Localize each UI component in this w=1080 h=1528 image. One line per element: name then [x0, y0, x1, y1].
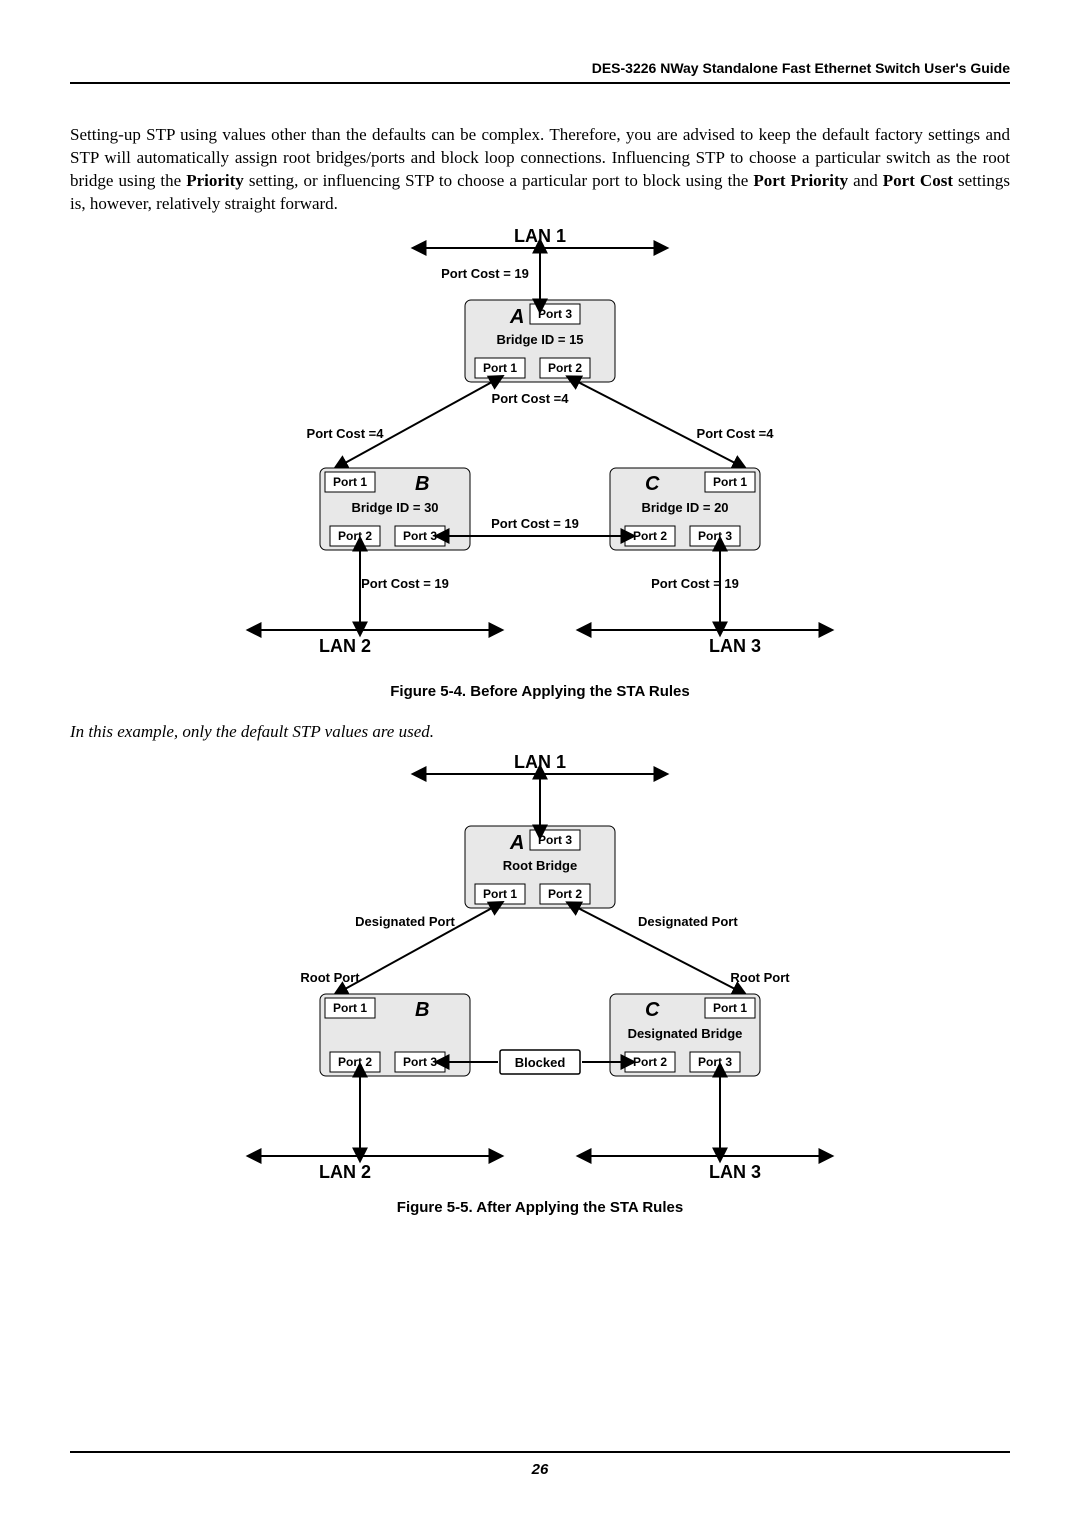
figure-5-5-svg: LAN 1 A Port 3 Root Bridge Port 1 Port 2… [230, 754, 850, 1184]
page: DES-3226 NWay Standalone Fast Ethernet S… [0, 0, 1080, 1528]
fig2-lan2: LAN 2 [319, 1162, 371, 1182]
fig1-C-p1: Port 1 [713, 475, 747, 489]
fig1-cost19-bl: Port Cost = 19 [361, 576, 449, 591]
page-number: 26 [70, 1461, 1010, 1478]
fig1-B-p3: Port 3 [403, 529, 437, 543]
fig2-A-p2: Port 2 [548, 887, 582, 901]
fig1-C-p2: Port 2 [633, 529, 667, 543]
figure-5-4-svg: LAN 1 A Port 3 Bridge ID = 15 Port 1 Por… [230, 228, 850, 668]
header-title: DES-3226 NWay Standalone Fast Ethernet S… [70, 60, 1010, 76]
fig1-A-p3: Port 3 [538, 307, 572, 321]
fig2-A-p1: Port 1 [483, 887, 517, 901]
fig1-A-sub: Bridge ID = 15 [496, 332, 583, 347]
fig2-desport-right: Designated Port [638, 914, 738, 929]
fig2-C-sub: Designated Bridge [628, 1026, 743, 1041]
fig1-lan2: LAN 2 [319, 636, 371, 656]
fig2-B-p1: Port 1 [333, 1001, 367, 1015]
fig1-B-letter: B [415, 473, 429, 495]
fig1-cost19-top: Port Cost = 19 [441, 266, 529, 281]
para-text-2: setting, or influencing STP to choose a … [244, 171, 754, 190]
bold-port-priority: Port Priority [753, 171, 848, 190]
fig1-lan3: LAN 3 [709, 636, 761, 656]
fig2-A-p3: Port 3 [538, 833, 572, 847]
figure-5-4: LAN 1 A Port 3 Bridge ID = 15 Port 1 Por… [70, 228, 1010, 673]
fig2-blocked: Blocked [515, 1055, 566, 1070]
para-text-3: and [848, 171, 883, 190]
fig1-cost4-left: Port Cost =4 [307, 426, 385, 441]
fig2-lan3: LAN 3 [709, 1162, 761, 1182]
fig1-C-sub: Bridge ID = 20 [641, 500, 728, 515]
fig1-cost4-mid: Port Cost =4 [492, 391, 570, 406]
fig2-A-sub: Root Bridge [503, 858, 577, 873]
fig2-C-p1: Port 1 [713, 1001, 747, 1015]
fig1-cost4-right: Port Cost =4 [697, 426, 775, 441]
fig1-C-p3: Port 3 [698, 529, 732, 543]
fig1-A-letter: A [509, 306, 524, 328]
fig2-lan1: LAN 1 [514, 754, 566, 772]
fig1-lan1: LAN 1 [514, 228, 566, 246]
bold-priority: Priority [186, 171, 244, 190]
figure-5-4-caption: Figure 5-4. Before Applying the STA Rule… [70, 683, 1010, 700]
figure-5-5: LAN 1 A Port 3 Root Bridge Port 1 Port 2… [70, 754, 1010, 1189]
fig1-B-sub: Bridge ID = 30 [351, 500, 438, 515]
fig1-C-letter: C [645, 473, 660, 495]
fig2-C-letter: C [645, 999, 660, 1021]
figure-5-5-caption: Figure 5-5. After Applying the STA Rules [70, 1199, 1010, 1216]
fig2-B-letter: B [415, 999, 429, 1021]
fig1-cost19-mid: Port Cost = 19 [491, 516, 579, 531]
bold-port-cost: Port Cost [883, 171, 953, 190]
footer-rule [70, 1451, 1010, 1453]
fig1-cost19-br: Port Cost = 19 [651, 576, 739, 591]
body-paragraph: Setting-up STP using values other than t… [70, 124, 1010, 216]
fig2-C-p3: Port 3 [698, 1055, 732, 1069]
fig1-A-p1: Port 1 [483, 361, 517, 375]
fig1-B-p1: Port 1 [333, 475, 367, 489]
fig2-A-letter: A [509, 832, 524, 854]
fig2-rootport-left: Root Port [300, 970, 360, 985]
header-rule [70, 82, 1010, 84]
fig2-B-p3: Port 3 [403, 1055, 437, 1069]
fig1-A-p2: Port 2 [548, 361, 582, 375]
fig2-B-p2: Port 2 [338, 1055, 372, 1069]
fig2-rootport-right: Root Port [730, 970, 790, 985]
fig2-C-p2: Port 2 [633, 1055, 667, 1069]
italic-note: In this example, only the default STP va… [70, 722, 1010, 742]
fig1-B-p2: Port 2 [338, 529, 372, 543]
fig2-desport-left: Designated Port [355, 914, 455, 929]
footer: 26 [70, 1451, 1010, 1478]
